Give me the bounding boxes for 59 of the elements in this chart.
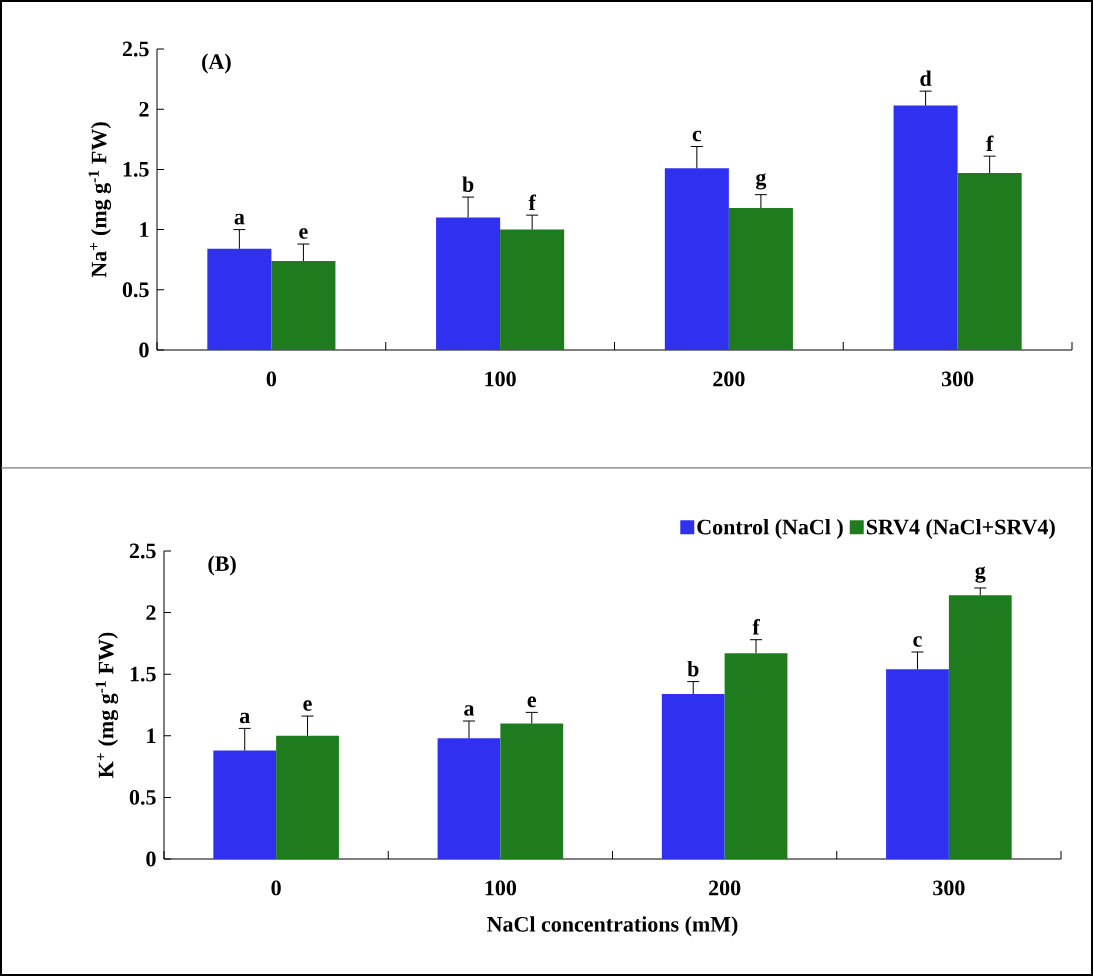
data-label: d <box>920 70 932 86</box>
y-tick-label: 2.5 <box>129 543 156 559</box>
y-tick-label: 0 <box>146 851 156 867</box>
bar <box>436 217 501 350</box>
data-label: e <box>527 696 537 708</box>
data-label: b <box>462 176 474 192</box>
chart-title: (B) <box>208 555 236 576</box>
data-label: g <box>975 566 986 583</box>
x-tick-label: 0 <box>266 371 277 387</box>
y-tick-label: 2 <box>139 101 149 117</box>
x-tick-label: 0 <box>271 880 281 896</box>
x-axis-title: NaCl concentrations (mM) <box>487 916 738 937</box>
data-label: f <box>528 194 537 210</box>
y-tick-label: 0.5 <box>129 789 156 805</box>
y-tick-label: 2 <box>146 605 156 620</box>
x-tick-label: 300 <box>941 371 974 387</box>
bar <box>207 248 272 350</box>
y-tick-label: 1.5 <box>123 161 149 177</box>
data-label: a <box>464 705 475 716</box>
y-tick-label: 2.5 <box>122 41 149 57</box>
y-tick-label: 0 <box>139 342 149 358</box>
bar <box>500 723 564 859</box>
bar <box>724 653 788 859</box>
bar <box>728 207 793 350</box>
y-tick-label: 0.5 <box>122 282 149 298</box>
data-label: b <box>687 660 699 677</box>
y-tick-label: 1 <box>140 222 149 237</box>
bar <box>893 105 958 350</box>
y-tick-label: 1.5 <box>130 666 156 682</box>
legend-label: SRV4 (NaCl+SRV4) <box>866 518 1055 539</box>
y-axis-title: K$^{+}$ (mg g$^{-1}$ FW) <box>95 632 119 778</box>
data-label: c <box>913 636 922 647</box>
bar <box>213 750 277 859</box>
legend-label: Control (NaCl ) <box>697 518 843 539</box>
chart-title: (A) <box>202 53 231 74</box>
data-label: c <box>692 130 702 142</box>
x-tick-label: 300 <box>933 880 965 896</box>
y-tick-label: 1 <box>147 728 156 744</box>
y-axis-title: Na$^{+}$ (mg g$^{-1}$ FW) <box>88 122 112 278</box>
bar <box>276 735 339 859</box>
bar <box>271 260 336 350</box>
data-label: g <box>755 173 767 190</box>
bar <box>664 168 729 350</box>
data-label: f <box>986 135 994 151</box>
bar <box>437 738 501 859</box>
x-tick-label: 100 <box>485 371 516 387</box>
bar <box>500 229 565 350</box>
bar <box>661 693 725 859</box>
x-tick-label: 200 <box>713 371 745 387</box>
data-label: a <box>239 712 250 724</box>
data-label: a <box>234 213 245 225</box>
x-tick-label: 200 <box>709 880 741 896</box>
bar <box>948 595 1012 859</box>
data-label: e <box>299 228 308 239</box>
bar <box>886 669 949 859</box>
data-label: f <box>752 618 760 635</box>
x-tick-label: 100 <box>485 880 517 896</box>
bar <box>957 173 1022 350</box>
data-label: e <box>303 700 312 711</box>
